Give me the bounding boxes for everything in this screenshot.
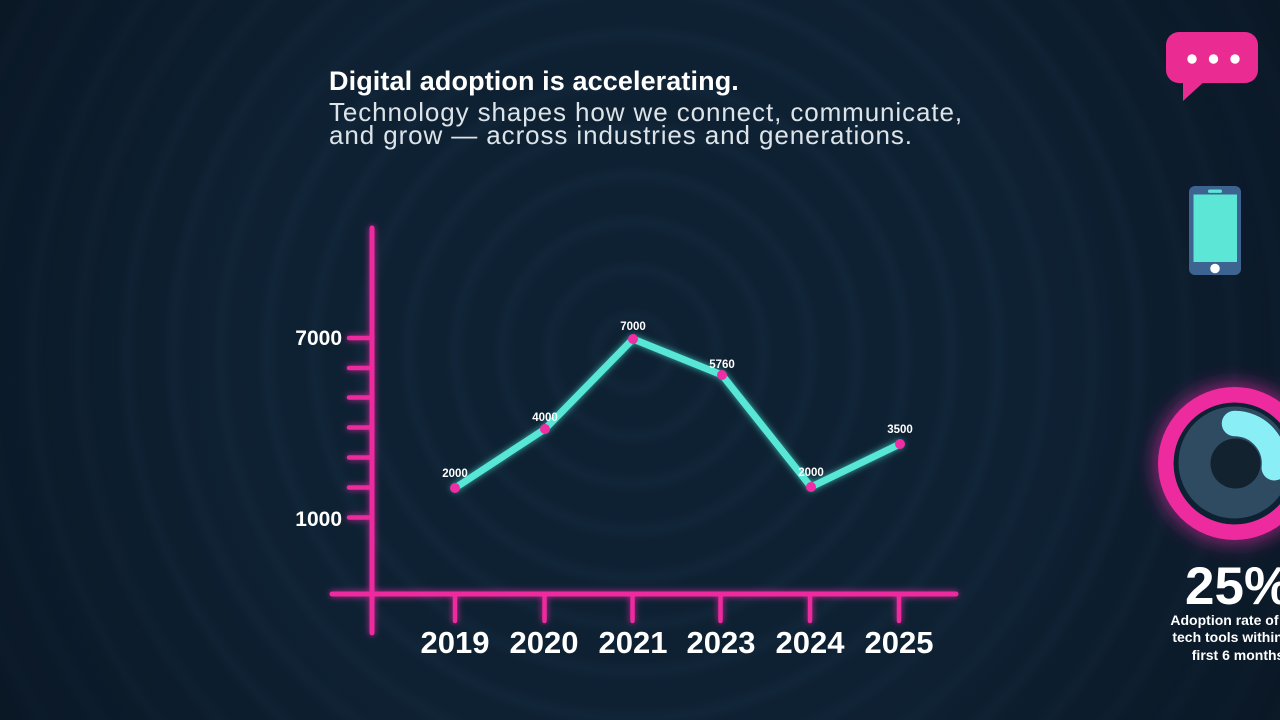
- svg-text:2021: 2021: [599, 625, 668, 660]
- svg-text:2020: 2020: [510, 625, 579, 660]
- svg-text:2025: 2025: [865, 625, 934, 660]
- svg-text:3500: 3500: [887, 424, 913, 436]
- svg-text:2000: 2000: [442, 468, 468, 480]
- svg-text:7000: 7000: [620, 321, 646, 333]
- svg-text:7000: 7000: [295, 327, 342, 350]
- svg-text:2019: 2019: [421, 625, 490, 660]
- svg-text:2024: 2024: [776, 625, 846, 660]
- svg-text:4000: 4000: [532, 412, 558, 424]
- svg-text:1000: 1000: [295, 508, 342, 531]
- svg-text:2023: 2023: [687, 625, 756, 660]
- svg-text:2000: 2000: [798, 467, 824, 479]
- svg-text:5760: 5760: [709, 359, 735, 371]
